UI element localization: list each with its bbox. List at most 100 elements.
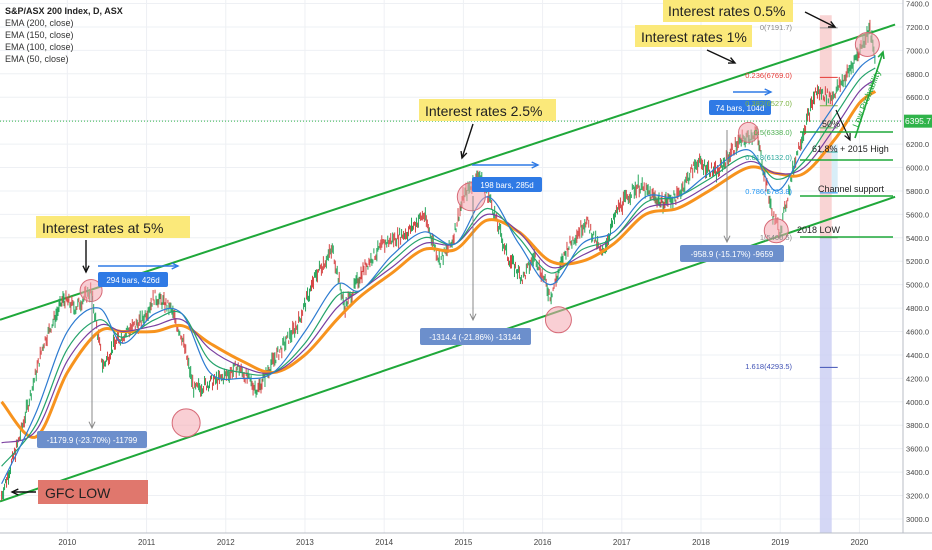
y-tick-label: 3600.0	[906, 445, 929, 454]
ema50-line[interactable]	[1, 55, 876, 485]
measure-74-bars-bg	[709, 100, 771, 115]
measure-74-bars[interactable]: 74 bars, 104d	[709, 100, 771, 115]
time-axis[interactable]: 2010 2011 2012 2013 2014 2015 2016 2017 2018 2019…	[58, 538, 868, 547]
measure-294-bars[interactable]: 294 bars, 426d	[98, 272, 168, 287]
callout-interest-5[interactable]: Interest rates at 5%	[36, 216, 190, 238]
y-tick-label: 4200.0	[906, 374, 929, 383]
y-tick-label: 6800.0	[906, 70, 929, 79]
y-tick-label: 5600.0	[906, 210, 929, 219]
current-price-value: 6395.7	[905, 116, 931, 126]
duration-arrow-294-head	[171, 262, 180, 270]
callout-interest-05-text: Interest rates 0.5%	[668, 3, 786, 19]
legend-symbol: S&P/ASX 200 Index, D, ASX	[5, 6, 123, 16]
pointer-arrow-05pct-head	[827, 21, 837, 28]
y-tick-label: 4800.0	[906, 304, 929, 313]
label-2018-low: 2018 LOW	[797, 225, 841, 235]
y-tick-label: 6000.0	[906, 164, 929, 173]
fib-label-0: 0(7191.7)	[760, 23, 793, 32]
callout-interest-25-bg	[419, 99, 556, 121]
x-tick-label: 2019	[771, 538, 789, 547]
fib-label-05: 0.5(6338.0)	[754, 128, 793, 137]
measure-drop-2016-text: -1314.4 (-21.86%) -13144	[429, 333, 521, 342]
measure-drop-2011-bg	[37, 431, 147, 448]
drop-arrow-2018-head	[723, 235, 731, 244]
pointer-arrow-1pct-head	[727, 57, 737, 64]
legend: S&P/ASX 200 Index, D, ASX EMA (200, clos…	[5, 6, 123, 64]
callout-interest-5-bg	[36, 216, 190, 238]
measure-74-bars-text: 74 bars, 104d	[716, 104, 765, 113]
y-tick-label: 3800.0	[906, 421, 929, 430]
ema200-line[interactable]	[0, 90, 877, 439]
fib-label-0786: 0.786(5783.8)	[745, 187, 792, 196]
pointer-arrow-fifty	[835, 109, 851, 141]
x-tick-label: 2013	[296, 538, 314, 547]
legend-ema200[interactable]: EMA (200, close)	[5, 18, 74, 28]
x-tick-label: 2010	[58, 538, 76, 547]
callout-gfc-low-text: GFC LOW	[45, 485, 111, 501]
y-tick-label: 4600.0	[906, 328, 929, 337]
callout-interest-1[interactable]: Interest rates 1%	[635, 25, 752, 47]
fib-label-1618: 1.618(4293.5)	[745, 362, 792, 371]
fib-band-upper	[819, 15, 832, 238]
pointer-arrow-gfc-head	[10, 488, 19, 496]
measure-198-bars-bg	[472, 177, 542, 192]
measure-drop-2016[interactable]: -1314.4 (-21.86%) -13144	[420, 328, 531, 345]
ema100-line[interactable]	[1, 67, 876, 467]
highlight-circle[interactable]	[854, 32, 880, 58]
fib-label-1: 1(5400.5)	[760, 233, 793, 242]
pointer-arrow-5pct-head	[82, 265, 90, 274]
x-tick-label: 2020	[851, 538, 869, 547]
legend-ema50[interactable]: EMA (50, close)	[5, 54, 69, 64]
y-tick-label: 3200.0	[906, 492, 929, 501]
x-tick-label: 2017	[613, 538, 631, 547]
duration-arrow-198-head	[531, 161, 540, 169]
callout-gfc-low-bg	[38, 480, 148, 504]
legend-ema150[interactable]: EMA (150, close)	[5, 30, 74, 40]
y-tick-label: 3400.0	[906, 468, 929, 477]
highlight-circle[interactable]	[171, 408, 201, 438]
pointer-arrow-fifty-head	[844, 132, 851, 142]
highlight-circle[interactable]	[544, 306, 572, 334]
highlight-circle[interactable]	[738, 121, 760, 143]
y-tick-label: 4000.0	[906, 398, 929, 407]
legend-ema100[interactable]: EMA (100, close)	[5, 42, 74, 52]
measure-drop-2018-text: -958.9 (-15.17%) -9659	[691, 250, 774, 259]
pointer-arrow-25pct-head	[460, 150, 468, 160]
ema150-line[interactable]	[1, 79, 876, 444]
channel-upper-line[interactable]	[0, 23, 896, 321]
current-price-badge-bg	[904, 114, 932, 128]
highlight-circle[interactable]	[79, 279, 103, 303]
x-tick-label: 2015	[454, 538, 472, 547]
callout-interest-1-bg	[635, 25, 752, 47]
measure-drop-2011[interactable]: -1179.9 (-23.70%) -11799	[37, 431, 147, 448]
y-tick-label: 3000.0	[906, 515, 929, 524]
measure-drop-2011-text: -1179.9 (-23.70%) -11799	[47, 436, 138, 445]
measure-drop-2016-bg	[420, 328, 531, 345]
fib-label-0382: 0.382(6527.0)	[745, 99, 792, 108]
price-axis-bg	[903, 0, 932, 533]
overlay-layer	[0, 11, 903, 496]
y-tick-label: 5200.0	[906, 257, 929, 266]
fib-label-0236: 0.236(6769.0)	[745, 71, 792, 80]
highlight-circle[interactable]	[763, 218, 789, 244]
callout-gfc-low[interactable]: GFC LOW	[38, 480, 148, 504]
price-axis[interactable]: 3000.0 3200.0 3400.0 3600.0 3800.0 4000.0 4200…	[906, 0, 929, 524]
callout-interest-05[interactable]: Interest rates 0.5%	[663, 0, 793, 22]
callout-interest-25[interactable]: Interest rates 2.5%	[419, 99, 556, 121]
measure-198-bars[interactable]: 198 bars, 285d	[472, 177, 542, 192]
fib-labels: 0(7191.7) 0.236(6769.0) 0.382(6527.0) 0.…	[745, 23, 792, 371]
time-axis-bg	[0, 533, 932, 550]
callout-interest-1-text: Interest rates 1%	[641, 29, 747, 45]
label-channel-support: Channel support	[818, 184, 885, 194]
measure-198-bars-text: 198 bars, 285d	[480, 181, 533, 190]
y-tick-label: 7200.0	[906, 23, 929, 32]
pointer-arrow-25pct	[461, 123, 474, 159]
measure-drop-2018[interactable]: -958.9 (-15.17%) -9659	[680, 245, 784, 262]
y-tick-label: 5000.0	[906, 281, 929, 290]
callout-interest-05-bg	[663, 0, 793, 22]
drop-arrow-2011-head	[88, 421, 96, 430]
y-tick-label: 7400.0	[906, 0, 929, 9]
x-tick-label: 2012	[217, 538, 235, 547]
